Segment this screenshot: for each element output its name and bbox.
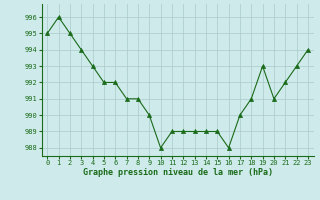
X-axis label: Graphe pression niveau de la mer (hPa): Graphe pression niveau de la mer (hPa) — [83, 168, 273, 177]
